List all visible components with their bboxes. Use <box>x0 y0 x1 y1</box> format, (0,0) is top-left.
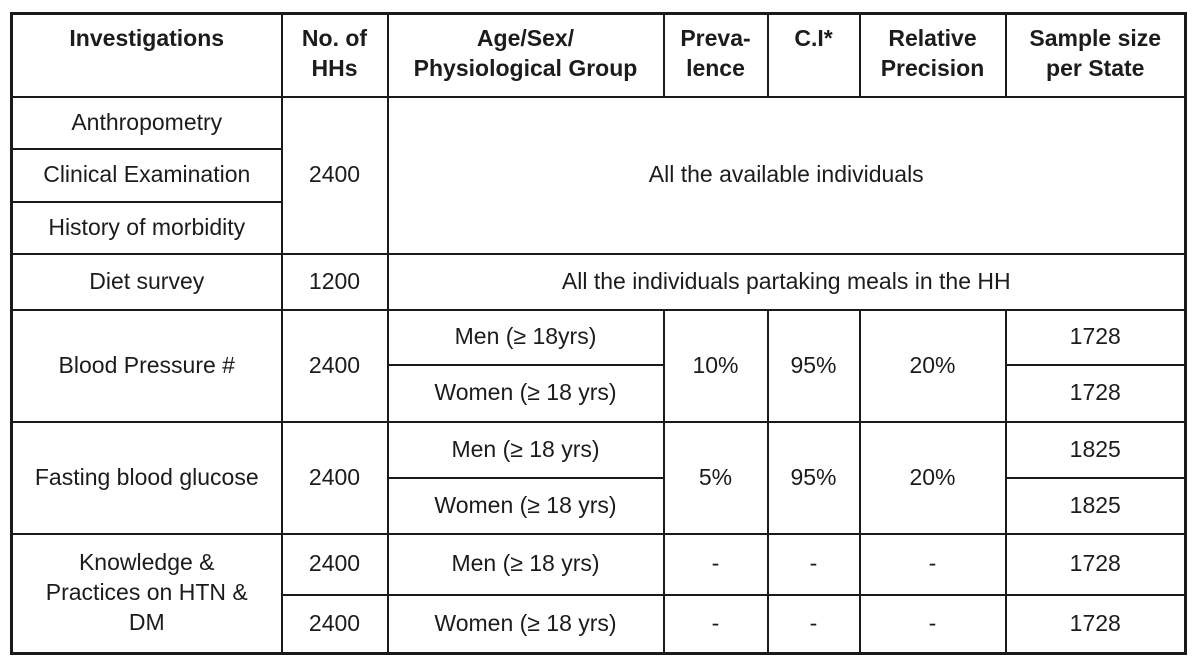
row-clinical-examination: Clinical Examination <box>10 147 1186 203</box>
cell-ci-knowledge-men: - <box>766 532 861 596</box>
header-prevalence: Preva- lence <box>662 12 769 98</box>
header-relative-precision-line1: Relative <box>888 25 977 51</box>
row-fasting-blood-glucose-men: Fasting blood glucose 2400 Men (≥ 18 yrs… <box>10 420 1187 535</box>
cell-sample-knowledge-women: 1728 <box>1004 593 1187 655</box>
cell-hhs-diet-survey: 1200 <box>280 252 389 311</box>
cell-hhs-anthropometry-block: 2400 <box>280 95 389 255</box>
cell-prevalence-blood-pressure: 10% <box>662 308 769 423</box>
cell-investigation-fasting-blood-glucose: Fasting blood glucose <box>10 420 283 535</box>
cell-ci-knowledge-women: - <box>766 593 861 655</box>
cell-precision-fasting-blood-glucose: 20% <box>858 420 1007 535</box>
header-sample-size-line1: Sample size <box>1029 25 1162 51</box>
cell-group-knowledge-men: Men (≥ 18 yrs) <box>386 532 665 596</box>
cell-investigation-clinical-examination: Clinical Examination <box>10 147 283 203</box>
cell-sample-knowledge-men: 1728 <box>1004 532 1187 596</box>
cell-precision-knowledge-women: - <box>858 593 1007 655</box>
cell-investigation-history-of-morbidity: History of morbidity <box>10 200 283 255</box>
cell-investigation-anthropometry: Anthropometry <box>10 95 283 150</box>
header-age-sex-line1: Age/Sex/ <box>476 25 575 51</box>
header-relative-precision: Relative Precision <box>858 12 1007 98</box>
cell-investigation-knowledge-line3: DM <box>128 609 165 636</box>
header-no-of-hhs: No. of HHs <box>280 12 389 98</box>
row-diet-survey: Diet survey 1200 All the individuals par… <box>10 252 1187 311</box>
cell-group-blood-pressure-men: Men (≥ 18yrs) <box>386 308 665 366</box>
cell-prevalence-knowledge-women: - <box>662 593 769 655</box>
header-no-of-hhs-line1: No. of <box>301 25 368 51</box>
cell-precision-blood-pressure: 20% <box>858 308 1007 423</box>
cell-group-fasting-blood-glucose-men: Men (≥ 18 yrs) <box>386 420 665 479</box>
cell-hhs-knowledge-women: 2400 <box>280 593 389 655</box>
cell-investigation-knowledge-line1: Knowledge & <box>78 549 215 576</box>
cell-group-diet-survey: All the individuals partaking meals in t… <box>386 252 1187 311</box>
row-fasting-blood-glucose-women: Women (≥ 18 yrs) 1825 <box>12 476 1187 535</box>
cell-hhs-fasting-blood-glucose: 2400 <box>280 420 389 535</box>
row-blood-pressure-men: Blood Pressure # 2400 Men (≥ 18yrs) 10% … <box>10 308 1187 423</box>
cell-sample-blood-pressure-women: 1728 <box>1004 363 1187 423</box>
header-relative-precision-line2: Precision <box>880 55 985 82</box>
header-sample-size: Sample size per State <box>1004 12 1187 98</box>
row-knowledge-practices-women: 2400 Women (≥ 18 yrs) - - - 1728 <box>12 593 1187 655</box>
header-no-of-hhs-line2: HHs <box>311 55 358 82</box>
row-anthropometry: Anthropometry 2400 All the available ind… <box>10 95 1187 255</box>
cell-precision-knowledge-men: - <box>858 532 1007 596</box>
cell-hhs-blood-pressure: 2400 <box>280 308 389 423</box>
cell-investigation-blood-pressure: Blood Pressure # <box>10 308 283 423</box>
row-history-of-morbidity: History of morbidity <box>10 200 1186 255</box>
cell-group-fasting-blood-glucose-women: Women (≥ 18 yrs) <box>386 476 665 535</box>
cell-group-knowledge-women: Women (≥ 18 yrs) <box>386 593 665 655</box>
cell-hhs-knowledge-men: 2400 <box>280 532 389 596</box>
cell-investigation-diet-survey: Diet survey <box>10 252 283 311</box>
cell-ci-fasting-blood-glucose: 95% <box>766 420 861 535</box>
cell-ci-blood-pressure: 95% <box>766 308 861 423</box>
cell-prevalence-fasting-blood-glucose: 5% <box>662 420 769 535</box>
header-sample-size-line2: per State <box>1046 55 1145 82</box>
cell-sample-fasting-blood-glucose-women: 1825 <box>1004 476 1187 535</box>
cell-group-blood-pressure-women: Women (≥ 18 yrs) <box>386 363 665 423</box>
header-prevalence-line2: lence <box>686 55 745 82</box>
header-row: Investigations No. of HHs Age/Sex/ Physi… <box>10 12 1187 98</box>
header-age-sex-line2: Physiological Group <box>413 55 638 82</box>
row-knowledge-practices-men: Knowledge & Practices on HTN & DM 2400 M… <box>10 532 1187 655</box>
cell-sample-blood-pressure-men: 1728 <box>1004 308 1187 366</box>
header-investigations: Investigations <box>10 12 283 98</box>
cell-group-anthropometry-block: All the available individuals <box>386 95 1187 255</box>
row-blood-pressure-women: Women (≥ 18 yrs) 1728 <box>12 363 1187 423</box>
sampling-design-table: Investigations No. of HHs Age/Sex/ Physi… <box>10 12 1187 655</box>
cell-investigation-knowledge-line2: Practices on HTN & <box>45 579 248 606</box>
header-age-sex-group: Age/Sex/ Physiological Group <box>386 12 665 98</box>
header-prevalence-line1: Preva- <box>680 25 751 51</box>
header-investigations-label: Investigations <box>69 25 225 51</box>
cell-sample-fasting-blood-glucose-men: 1825 <box>1004 420 1187 479</box>
header-ci: C.I* <box>766 12 861 98</box>
table-container: Investigations No. of HHs Age/Sex/ Physi… <box>10 12 1187 655</box>
cell-investigation-knowledge-practices: Knowledge & Practices on HTN & DM <box>10 532 283 655</box>
cell-prevalence-knowledge-men: - <box>662 532 769 596</box>
header-ci-label: C.I* <box>794 25 833 51</box>
